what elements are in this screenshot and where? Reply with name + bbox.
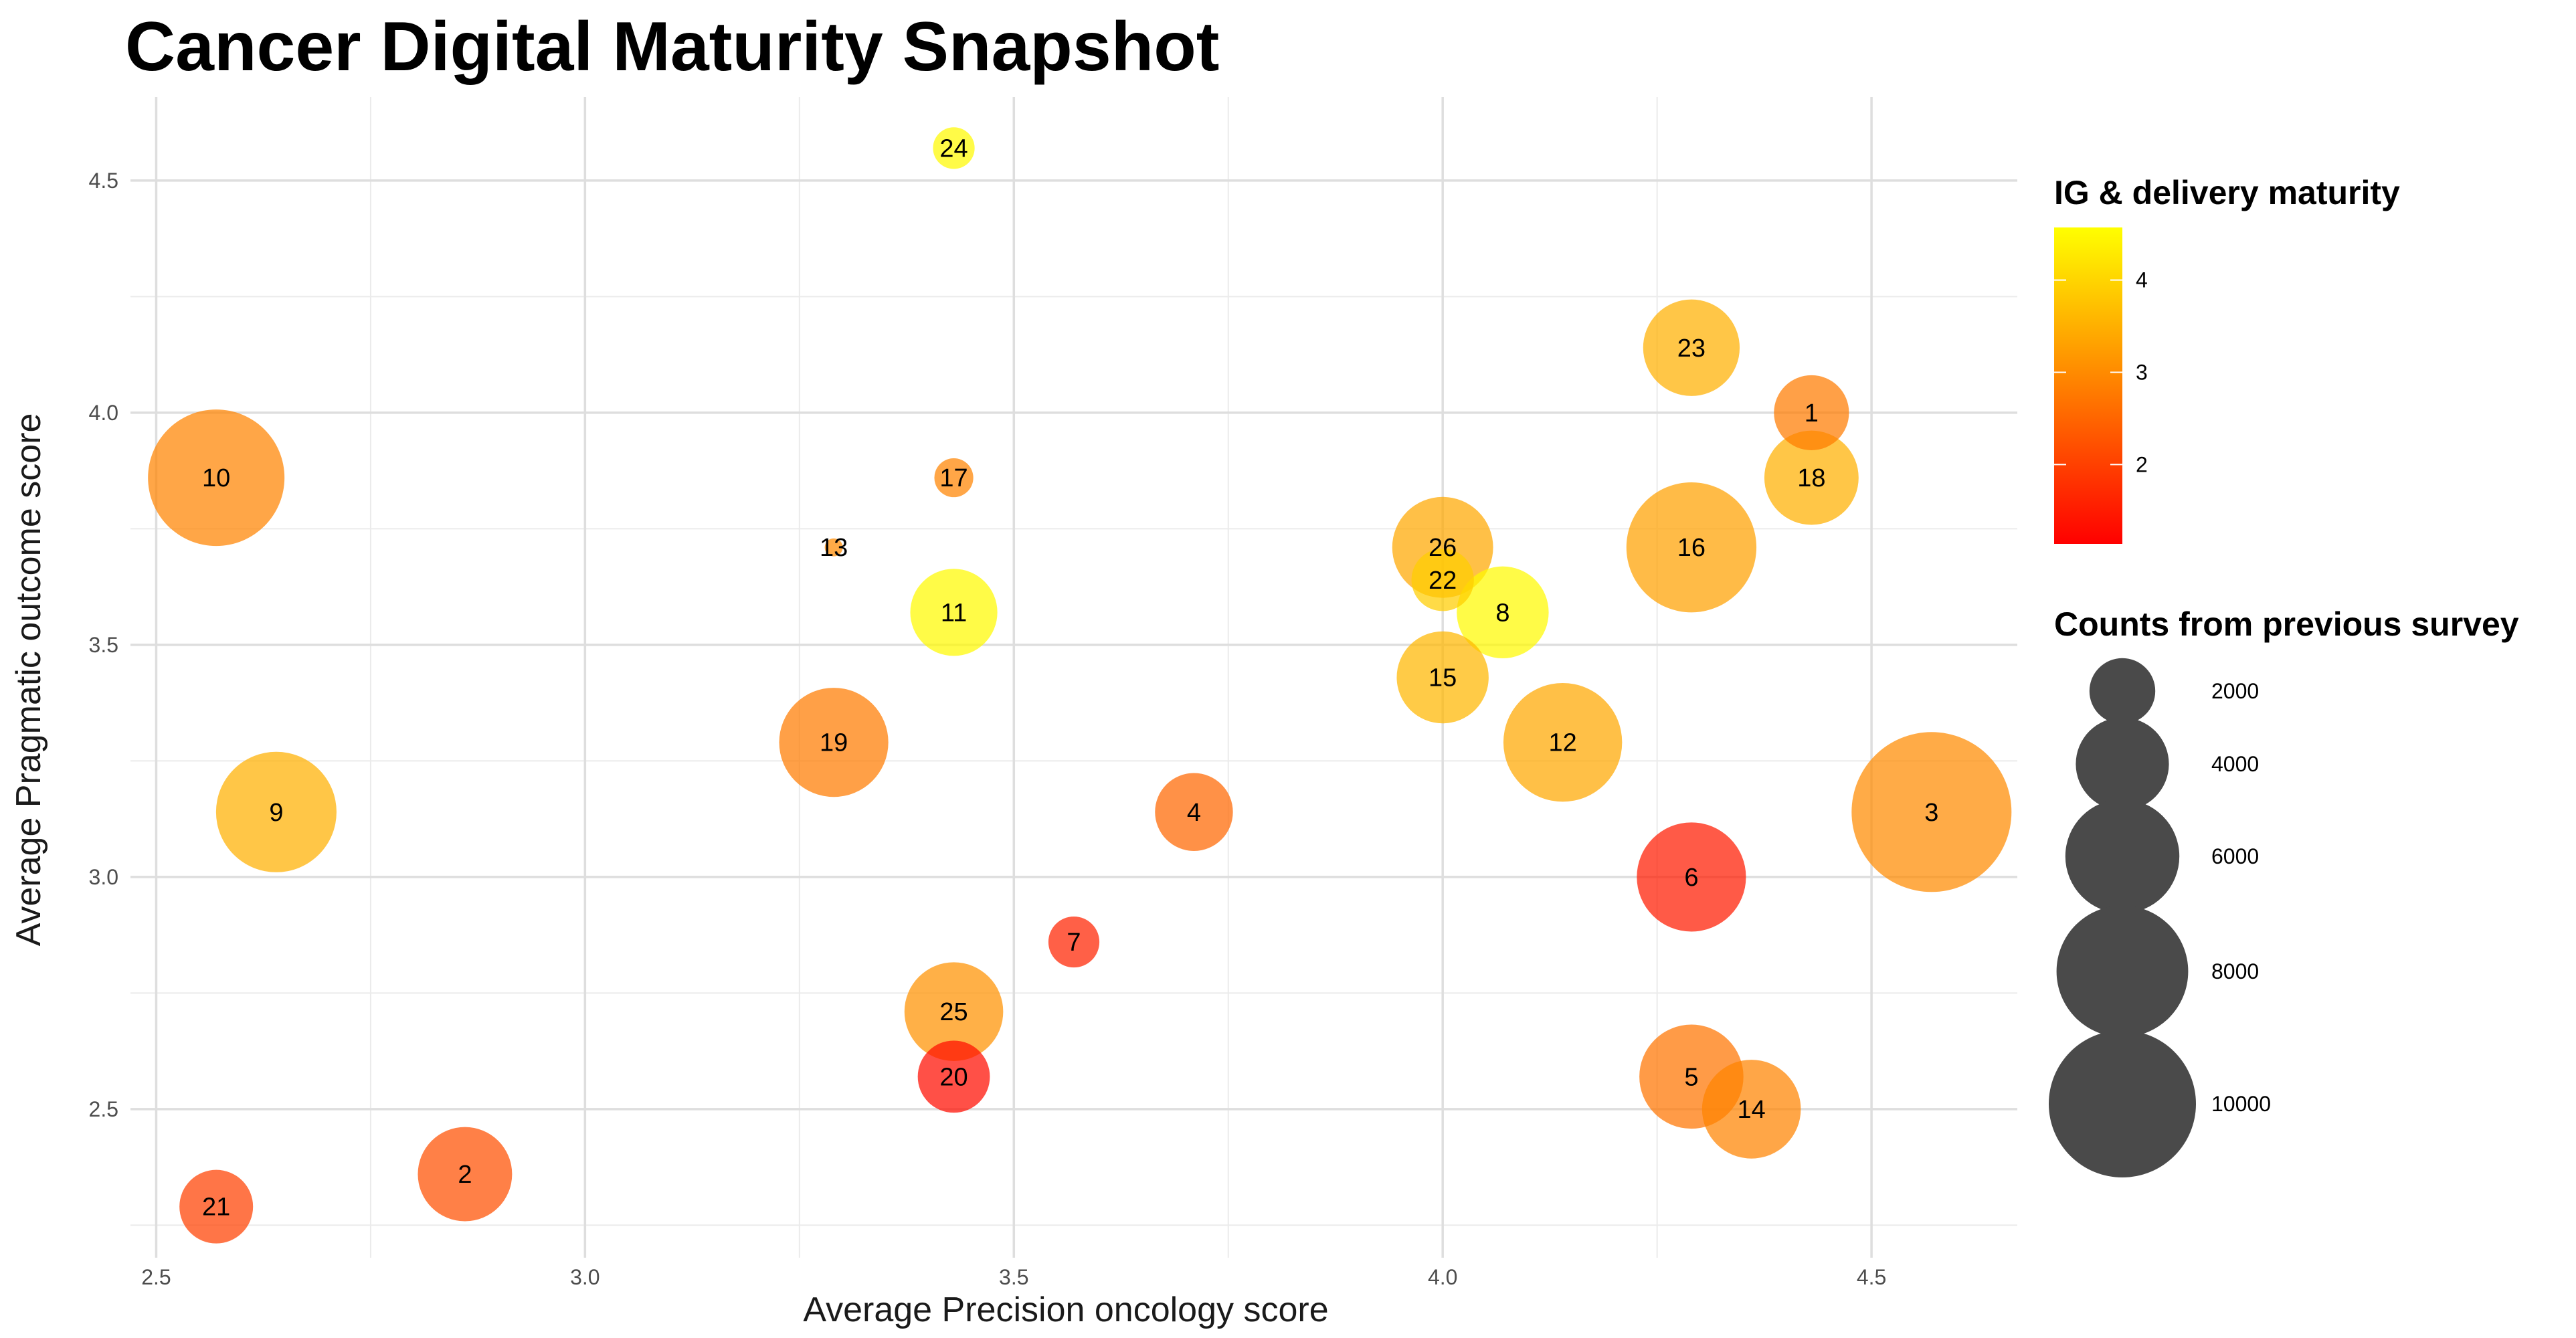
point-label-19: 19	[820, 729, 848, 757]
x-tick-label: 3.0	[570, 1265, 600, 1289]
bubble-12	[1503, 682, 1623, 802]
y-tick-label: 2.5	[89, 1097, 118, 1121]
bubble-20	[917, 1040, 990, 1113]
y-tick-label: 3.5	[89, 633, 118, 657]
y-tick-label: 4.0	[89, 401, 118, 425]
point-label-14: 14	[1737, 1096, 1765, 1124]
x-tick-label: 4.5	[1857, 1265, 1886, 1289]
size-legend-title: Counts from previous survey	[2054, 605, 2519, 643]
size-legend-bubble	[2076, 717, 2169, 811]
x-axis-title: Average Precision oncology score	[803, 1291, 1328, 1329]
y-tick-label: 3.0	[89, 865, 118, 889]
bubble-24	[933, 127, 975, 169]
point-label-23: 23	[1677, 334, 1706, 363]
axis-ticks: 2.5 3.0 3.5 4.0 4.5 2.5 3.0 3.5 4.0 4.5	[89, 169, 1887, 1289]
point-label-16: 16	[1677, 534, 1706, 562]
colorbar-ticks: 2 3 4	[2054, 268, 2148, 476]
size-legend-label: 10000	[2211, 1092, 2271, 1116]
point-label-4: 4	[1187, 799, 1201, 827]
point-label-11: 11	[941, 599, 967, 627]
bubble-2	[418, 1127, 513, 1222]
bubble-10	[148, 409, 285, 547]
point-label-17: 17	[939, 464, 968, 492]
bubble-19	[779, 688, 889, 797]
chart-title: Cancer Digital Maturity Snapshot	[125, 8, 1219, 86]
colorbar	[2054, 227, 2122, 544]
bubble-17	[934, 458, 974, 498]
bubble-18	[1764, 430, 1859, 525]
color-legend: IG & delivery maturity 2 3 4	[2054, 174, 2400, 544]
size-legend: Counts from previous survey 2000 4000 6000…	[2049, 605, 2519, 1177]
point-label-10: 10	[202, 464, 230, 492]
size-legend-bubble	[2056, 905, 2189, 1038]
point-label-2: 2	[458, 1161, 472, 1189]
color-legend-title: IG & delivery maturity	[2054, 174, 2400, 211]
y-axis-title: Average Pragmatic outcome score	[9, 413, 48, 947]
point-label-8: 8	[1495, 599, 1509, 627]
size-legend-bubble	[2065, 799, 2180, 914]
point-label-12: 12	[1548, 729, 1576, 757]
size-legend-bubble	[2049, 1030, 2196, 1177]
point-label-1: 1	[1805, 399, 1819, 427]
point-label-7: 7	[1067, 929, 1081, 957]
point-label-24: 24	[939, 134, 968, 163]
point-label-13: 13	[820, 534, 848, 562]
size-legend-bubble	[2089, 658, 2156, 725]
bubble-1	[1774, 375, 1849, 451]
x-tick-label: 4.0	[1428, 1265, 1457, 1289]
point-label-22: 22	[1429, 567, 1457, 595]
bubble-22	[1411, 549, 1474, 611]
bubble-21	[179, 1169, 254, 1244]
bubble-25	[904, 962, 1004, 1061]
y-tick-label: 4.5	[89, 169, 118, 193]
point-label-20: 20	[939, 1063, 968, 1091]
x-tick-label: 3.5	[999, 1265, 1028, 1289]
size-legend-label: 2000	[2211, 679, 2259, 703]
bubble-3	[1851, 732, 2012, 892]
colorbar-tick-label: 4	[2136, 268, 2148, 292]
bubble-6	[1637, 822, 1746, 932]
size-legend-label: 4000	[2211, 752, 2259, 776]
size-legend-label: 6000	[2211, 844, 2259, 868]
bubble-4	[1155, 773, 1233, 851]
bubble-11	[910, 569, 998, 656]
point-label-5: 5	[1684, 1063, 1698, 1091]
size-legend-label: 8000	[2211, 959, 2259, 983]
point-label-18: 18	[1797, 464, 1825, 492]
x-tick-label: 2.5	[141, 1265, 171, 1289]
bubble-7	[1048, 916, 1100, 968]
colorbar-tick-label: 3	[2136, 361, 2148, 385]
bubble-9	[215, 751, 337, 872]
bubble-13	[824, 538, 843, 557]
point-label-15: 15	[1429, 664, 1457, 692]
bubble-23	[1643, 299, 1740, 396]
point-label-25: 25	[939, 998, 968, 1026]
colorbar-tick-label: 2	[2136, 452, 2148, 476]
point-label-9: 9	[269, 799, 283, 827]
point-label-21: 21	[202, 1193, 230, 1222]
point-label-26: 26	[1429, 534, 1457, 562]
bubble-14	[1701, 1060, 1801, 1159]
point-label-6: 6	[1684, 864, 1698, 892]
point-label-3: 3	[1924, 799, 1938, 827]
bubble-15	[1396, 631, 1489, 724]
size-legend-items: 2000 4000 6000 8000 10000	[2049, 658, 2271, 1177]
bubble-16	[1626, 482, 1757, 613]
bubble-8	[1457, 566, 1549, 659]
